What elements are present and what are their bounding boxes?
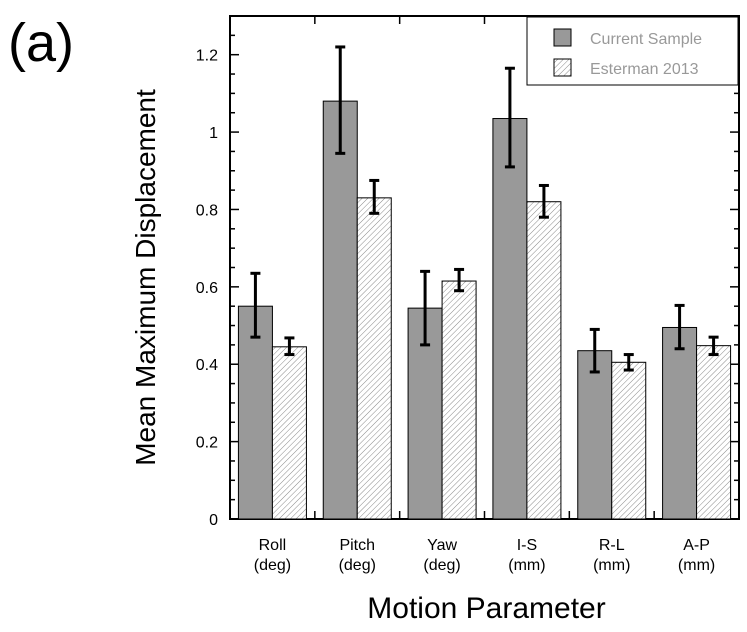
y-tick-label: 1	[209, 125, 218, 142]
legend-swatch	[553, 58, 572, 77]
x-tick-label: A-P	[683, 537, 710, 554]
panel-label: (a)	[8, 13, 74, 73]
y-axis-label: Mean Maximum Displacement	[130, 89, 161, 466]
legend-label: Esterman 2013	[590, 61, 699, 78]
bar-esterman-2013	[271, 346, 307, 520]
bar-esterman-2013	[526, 201, 562, 520]
bar-current-sample	[492, 118, 528, 520]
x-tick-label: Yaw	[427, 537, 457, 554]
x-tick-label: Pitch	[339, 537, 375, 554]
bar-esterman-2013	[441, 280, 477, 520]
y-tick-label: 0.4	[196, 357, 218, 374]
bar-esterman-2013	[356, 197, 392, 520]
x-tick-label: I-S	[517, 537, 537, 554]
y-tick-label: 0	[209, 512, 218, 529]
x-tick-label-unit: (deg)	[254, 557, 291, 574]
x-tick-label: R-L	[599, 537, 625, 554]
y-tick-label: 0.2	[196, 435, 218, 452]
legend-swatch	[553, 28, 572, 47]
legend-label: Current Sample	[590, 31, 702, 48]
bar-current-sample	[577, 350, 613, 520]
bar-current-sample	[662, 326, 698, 520]
x-tick-label-unit: (mm)	[593, 557, 630, 574]
bar-current-sample	[322, 100, 358, 520]
x-tick-label-unit: (deg)	[423, 557, 460, 574]
x-axis-label: Motion Parameter	[367, 592, 605, 625]
bar-current-sample	[237, 305, 273, 520]
x-tick-label-unit: (mm)	[508, 557, 545, 574]
x-tick-label-unit: (mm)	[678, 557, 715, 574]
bar-esterman-2013	[696, 345, 732, 520]
x-tick-label-unit: (deg)	[339, 557, 376, 574]
y-tick-label: 0.6	[196, 280, 218, 297]
x-tick-label: Roll	[259, 537, 287, 554]
y-tick-label: 1.2	[196, 48, 218, 65]
bar-esterman-2013	[611, 361, 647, 520]
y-tick-label: 0.8	[196, 202, 218, 219]
